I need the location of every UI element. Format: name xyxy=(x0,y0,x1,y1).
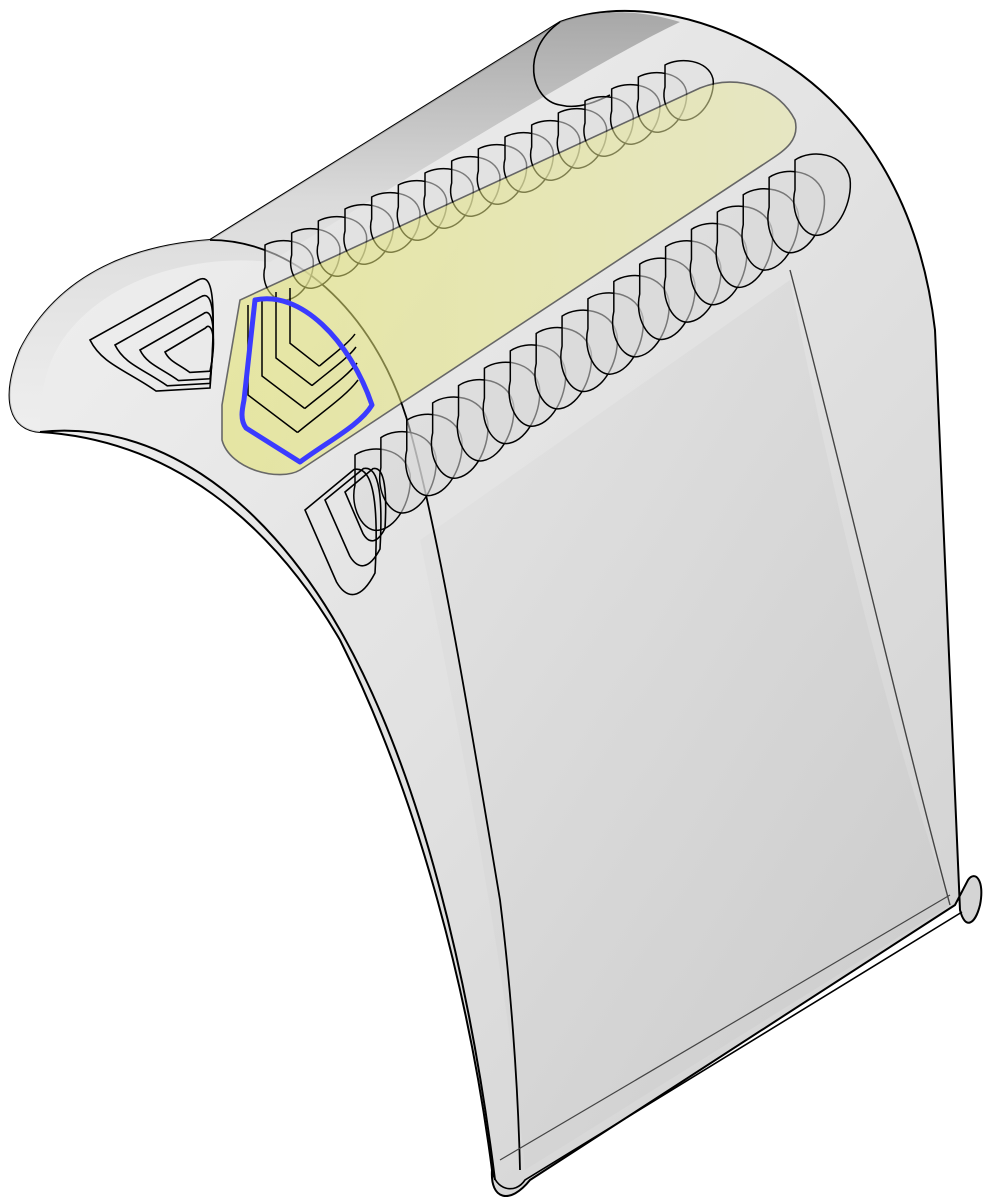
bottom-rail xyxy=(491,911,963,1190)
highlighted-channel-face[interactable] xyxy=(221,81,797,476)
front-arch-edge xyxy=(39,429,496,1181)
selected-loop-outline[interactable] xyxy=(239,296,375,465)
lower-nested-loop xyxy=(304,468,377,596)
end-nested-loop xyxy=(88,277,214,392)
end-nested-loops xyxy=(88,277,387,596)
end-nested-loop xyxy=(163,325,215,374)
selected-region-loop xyxy=(247,305,359,434)
bottom-rail-inner xyxy=(499,894,951,1161)
lower-nested-loop xyxy=(324,467,382,567)
end-nested-loop xyxy=(138,311,215,382)
lower-loop xyxy=(793,153,852,236)
selected-region-loop xyxy=(275,292,357,387)
lower-nested-loop xyxy=(344,467,387,542)
end-nested-loop xyxy=(113,294,215,387)
shell-top-band xyxy=(9,12,681,432)
lower-channel-loops xyxy=(353,153,852,531)
shell-inner-panel xyxy=(420,280,950,1170)
rear-edge xyxy=(789,269,951,906)
